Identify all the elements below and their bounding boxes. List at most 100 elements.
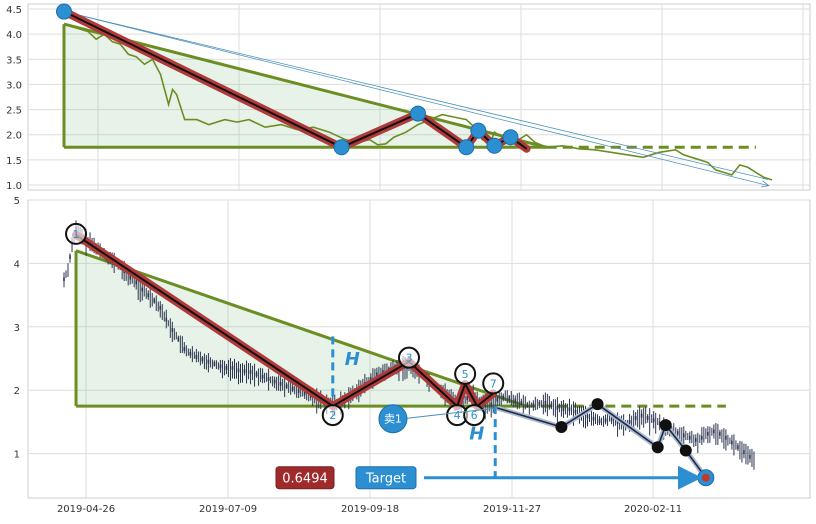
candle-body bbox=[285, 384, 288, 389]
candle-body bbox=[273, 379, 276, 384]
candle-body bbox=[129, 275, 131, 280]
overview-y-tick-label: 3.0 bbox=[6, 80, 22, 91]
candle-body bbox=[616, 420, 619, 424]
forecast-point bbox=[659, 419, 672, 432]
main-wedge-upper-line bbox=[75, 249, 526, 408]
pattern-point-ring bbox=[397, 346, 420, 369]
candle-body bbox=[526, 403, 529, 408]
candle-body bbox=[508, 396, 511, 401]
overview-arrow-shaft-b bbox=[63, 11, 768, 186]
candle-body bbox=[562, 407, 565, 412]
pattern-point-label: 4 bbox=[454, 409, 461, 422]
overview-y-tick-label: 2.5 bbox=[6, 106, 22, 117]
main-y-tick-label: 5 bbox=[14, 196, 20, 207]
pattern-point-ring bbox=[454, 362, 477, 385]
overview-y-tick-label: 1.0 bbox=[6, 181, 22, 192]
overview-wedge-upper-line bbox=[63, 22, 548, 149]
overview-pattern-marker bbox=[458, 139, 475, 156]
overview-pattern-marker bbox=[502, 129, 519, 146]
candle-body bbox=[219, 364, 222, 369]
candle-body bbox=[466, 396, 468, 401]
overview-y-tick-label: 4.0 bbox=[6, 30, 22, 41]
candle-body bbox=[688, 435, 691, 440]
candle-body bbox=[514, 398, 517, 403]
overview-arrow-shaft-a bbox=[63, 11, 769, 180]
overview-y-tick-label: 3.5 bbox=[6, 55, 22, 66]
target-box-label: Target bbox=[365, 472, 406, 487]
candle-body bbox=[532, 403, 535, 408]
candle-body bbox=[195, 355, 198, 359]
main-x-tick-label: 2019-09-18 bbox=[341, 504, 399, 515]
candle-body bbox=[243, 369, 246, 374]
candle-body bbox=[695, 438, 697, 443]
candle-body bbox=[159, 305, 162, 310]
overview-y-tick-label: 4.5 bbox=[6, 5, 22, 16]
pattern-point-label: 5 bbox=[462, 368, 469, 381]
overview-pattern-marker bbox=[470, 122, 487, 139]
candle-body bbox=[165, 317, 168, 322]
pattern-point-label: 1 bbox=[73, 228, 80, 241]
main-y-tick-label: 1 bbox=[14, 450, 20, 461]
candle-body bbox=[370, 377, 372, 382]
candle-body bbox=[731, 440, 733, 445]
sell-signal-label: 卖1 bbox=[384, 413, 402, 426]
candle-body bbox=[496, 397, 499, 402]
candle-body bbox=[592, 416, 595, 421]
candle-body bbox=[610, 417, 613, 422]
candle-body bbox=[676, 431, 679, 435]
candle-body bbox=[574, 409, 577, 414]
height-marker-label: H bbox=[345, 349, 360, 370]
pattern-point-ring bbox=[65, 222, 88, 245]
candle-body bbox=[640, 413, 643, 418]
pattern-point-ring bbox=[482, 372, 505, 395]
candle-body bbox=[646, 416, 649, 420]
main-x-tick-label: 2019-07-09 bbox=[199, 504, 257, 515]
candle-body bbox=[249, 370, 252, 374]
main-x-tick-label: 2020-02-11 bbox=[624, 504, 682, 515]
target-box bbox=[355, 466, 417, 490]
candle-body bbox=[207, 359, 210, 364]
sell-signal-leader bbox=[402, 407, 498, 420]
main-y-tick-label: 3 bbox=[14, 323, 20, 334]
candle-body bbox=[725, 435, 727, 440]
candle-body bbox=[141, 287, 144, 292]
candle-body bbox=[69, 255, 71, 259]
candle-body bbox=[520, 400, 523, 405]
forecast-point bbox=[591, 398, 604, 411]
main-y-tick-label: 2 bbox=[14, 386, 20, 397]
pattern-point-label: 6 bbox=[471, 409, 478, 422]
candle-body bbox=[303, 391, 306, 396]
candle-body bbox=[297, 389, 300, 393]
candle-body bbox=[556, 405, 559, 410]
main-panel-frame bbox=[27, 199, 811, 499]
target-point-inner bbox=[701, 473, 710, 482]
candle-body bbox=[135, 280, 138, 285]
candle-body bbox=[255, 372, 258, 377]
target-value-label: 0.6494 bbox=[282, 472, 328, 487]
candle-body bbox=[201, 357, 204, 362]
main-x-tick-label: 2019-04-26 bbox=[57, 504, 115, 515]
candle-body bbox=[225, 366, 228, 370]
overview-y-tick-label: 2.0 bbox=[6, 131, 22, 142]
candle-body bbox=[544, 400, 547, 405]
forecast-point bbox=[555, 420, 568, 433]
candle-body bbox=[153, 298, 156, 303]
pattern-point-label: 2 bbox=[329, 409, 336, 422]
candle-body bbox=[538, 401, 541, 406]
pattern-point-ring bbox=[321, 404, 344, 427]
pattern-point-label: 7 bbox=[490, 377, 497, 390]
candle-body bbox=[568, 407, 571, 412]
main-y-tick-label: 4 bbox=[14, 259, 20, 270]
candle-body bbox=[177, 337, 180, 342]
candle-body bbox=[279, 381, 282, 386]
candle-body bbox=[382, 370, 384, 374]
forecast-point bbox=[679, 444, 692, 457]
overview-y-tick-label: 1.5 bbox=[6, 156, 22, 167]
candle-body bbox=[231, 366, 234, 370]
overview-pattern-marker bbox=[486, 137, 503, 154]
candle-body bbox=[376, 372, 378, 377]
overview-pattern-marker bbox=[410, 105, 426, 122]
candle-body bbox=[237, 368, 240, 373]
